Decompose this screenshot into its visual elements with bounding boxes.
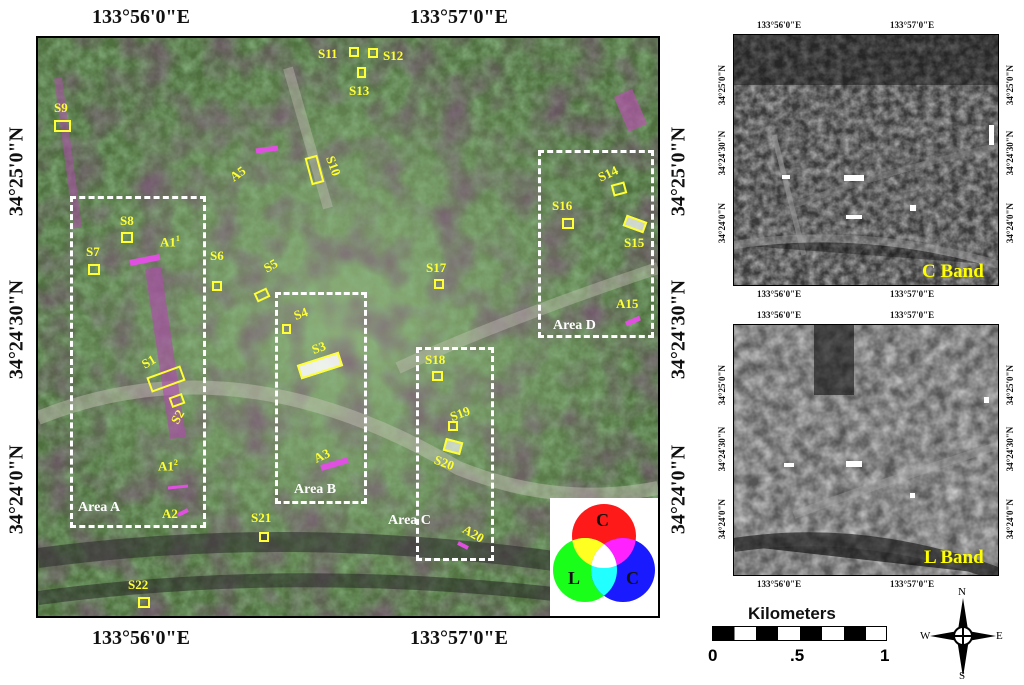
main-left-lat-3: 34°24'0"N [5,444,28,535]
main-top-lon-1: 133°56'0"E [92,6,190,28]
legend-c-top: C [596,510,609,530]
site-label-s8: S8 [120,213,134,228]
c-band-image [734,35,998,285]
main-right-lat-1: 34°25'0"N [667,126,690,217]
l-left-lat-1: 34°25'0"N [717,364,727,406]
c-bottom-lon-1: 133°56'0"E [757,289,802,299]
site-box[interactable] [259,532,269,542]
site-box[interactable] [212,281,222,291]
main-left-lat-1: 34°25'0"N [5,126,28,217]
c-right-lat-2: 34°24'30"N [1005,130,1015,176]
south-label: S [959,670,966,682]
scale-tick-half: .5 [790,646,805,665]
scale-bar-title: Kilometers [748,604,836,623]
site-box[interactable] [282,324,291,334]
site-box[interactable] [54,120,71,132]
anomaly-label-a15: A15 [616,296,639,311]
l-band-label: L Band [924,547,984,568]
c-bottom-lon-2: 133°57'0"E [890,289,935,299]
legend-c-right: C [626,568,639,588]
scale-tick-1: 1 [880,646,890,665]
site-box[interactable] [368,48,378,58]
north-arrow: N S W E [918,586,1008,682]
site-label-s13: S13 [349,83,370,98]
anomaly-superscript: 2 [173,458,178,467]
north-label: N [958,586,966,598]
area-b-box [275,292,367,504]
site-label-s12: S12 [383,48,404,63]
main-top-lon-2: 133°57'0"E [410,6,508,28]
compass-rose-icon [930,598,996,675]
l-right-lat-3: 34°24'0"N [1005,498,1015,540]
site-label-s18: S18 [425,352,446,367]
l-right-lat-1: 34°25'0"N [1005,364,1015,406]
area-c-label: Area C [388,513,431,528]
site-label-s22: S22 [128,577,149,592]
site-label-s11: S11 [318,46,338,61]
site-box[interactable] [357,67,366,78]
c-left-lat-2: 34°24'30"N [717,130,727,176]
c-band-label: C Band [922,261,984,282]
c-right-lat-3: 34°24'0"N [1005,202,1015,244]
main-bottom-lon-2: 133°57'0"E [410,627,508,649]
anomaly-label-a1-2: A12 [158,458,178,474]
scale-bar-graphic [712,626,887,641]
site-box[interactable] [88,264,100,275]
l-right-lat-2: 34°24'30"N [1005,426,1015,472]
area-a-box [70,196,206,528]
main-bottom-lon-1: 133°56'0"E [92,627,190,649]
c-top-lon-1: 133°56'0"E [757,20,802,30]
anomaly-superscript: 1 [175,234,180,243]
c-top-lon-2: 133°57'0"E [890,20,935,30]
rgb-circles [553,504,655,602]
main-left-lat-2: 34°24'30"N [5,279,28,380]
scale-bar: Kilometers 0 .5 1 [708,604,898,674]
l-left-lat-2: 34°24'30"N [717,426,727,472]
site-label-s16: S16 [552,198,573,213]
site-box[interactable] [448,421,458,431]
l-top-lon-2: 133°57'0"E [890,310,935,320]
l-bottom-lon-1: 133°56'0"E [757,579,802,589]
main-right-lat-3: 34°24'0"N [667,444,690,535]
site-box[interactable] [349,47,359,57]
site-label-s9: S9 [54,100,68,115]
site-box[interactable] [432,371,443,381]
west-label: W [920,630,931,642]
anomaly-label-a2: A2 [162,506,178,521]
area-d-label: Area D [553,318,596,333]
l-top-lon-1: 133°56'0"E [757,310,802,320]
c-left-lat-1: 34°25'0"N [717,64,727,106]
legend-l-left: L [568,568,581,588]
l-bottom-lon-2: 133°57'0"E [890,579,935,589]
scale-tick-0: 0 [708,646,718,665]
main-map[interactable]: Area A Area B Area C Area D S1 S2 S3 S4 … [36,36,660,618]
site-label-s6: S6 [210,248,224,263]
anomaly-label-a1-1: A11 [160,234,180,250]
c-band-map[interactable]: C Band [733,34,999,286]
l-band-image [734,325,998,575]
area-d-box [538,150,654,338]
site-label-s17: S17 [426,260,447,275]
l-band-map[interactable]: L Band [733,324,999,576]
main-right-lat-2: 34°24'30"N [667,279,690,380]
site-box[interactable] [562,218,574,229]
east-label: E [996,630,1003,642]
area-b-label: Area B [294,482,337,497]
site-box[interactable] [121,232,133,243]
site-label-s15: S15 [624,235,645,250]
area-a-label: Area A [78,500,121,515]
l-left-lat-3: 34°24'0"N [717,498,727,540]
site-label-s21: S21 [251,510,272,525]
c-right-lat-1: 34°25'0"N [1005,64,1015,106]
site-box[interactable] [434,279,444,289]
site-box[interactable] [138,597,150,608]
site-label-s7: S7 [86,244,100,259]
area-c-box [416,347,494,561]
rgb-legend: C L C [550,498,658,616]
c-left-lat-3: 34°24'0"N [717,202,727,244]
